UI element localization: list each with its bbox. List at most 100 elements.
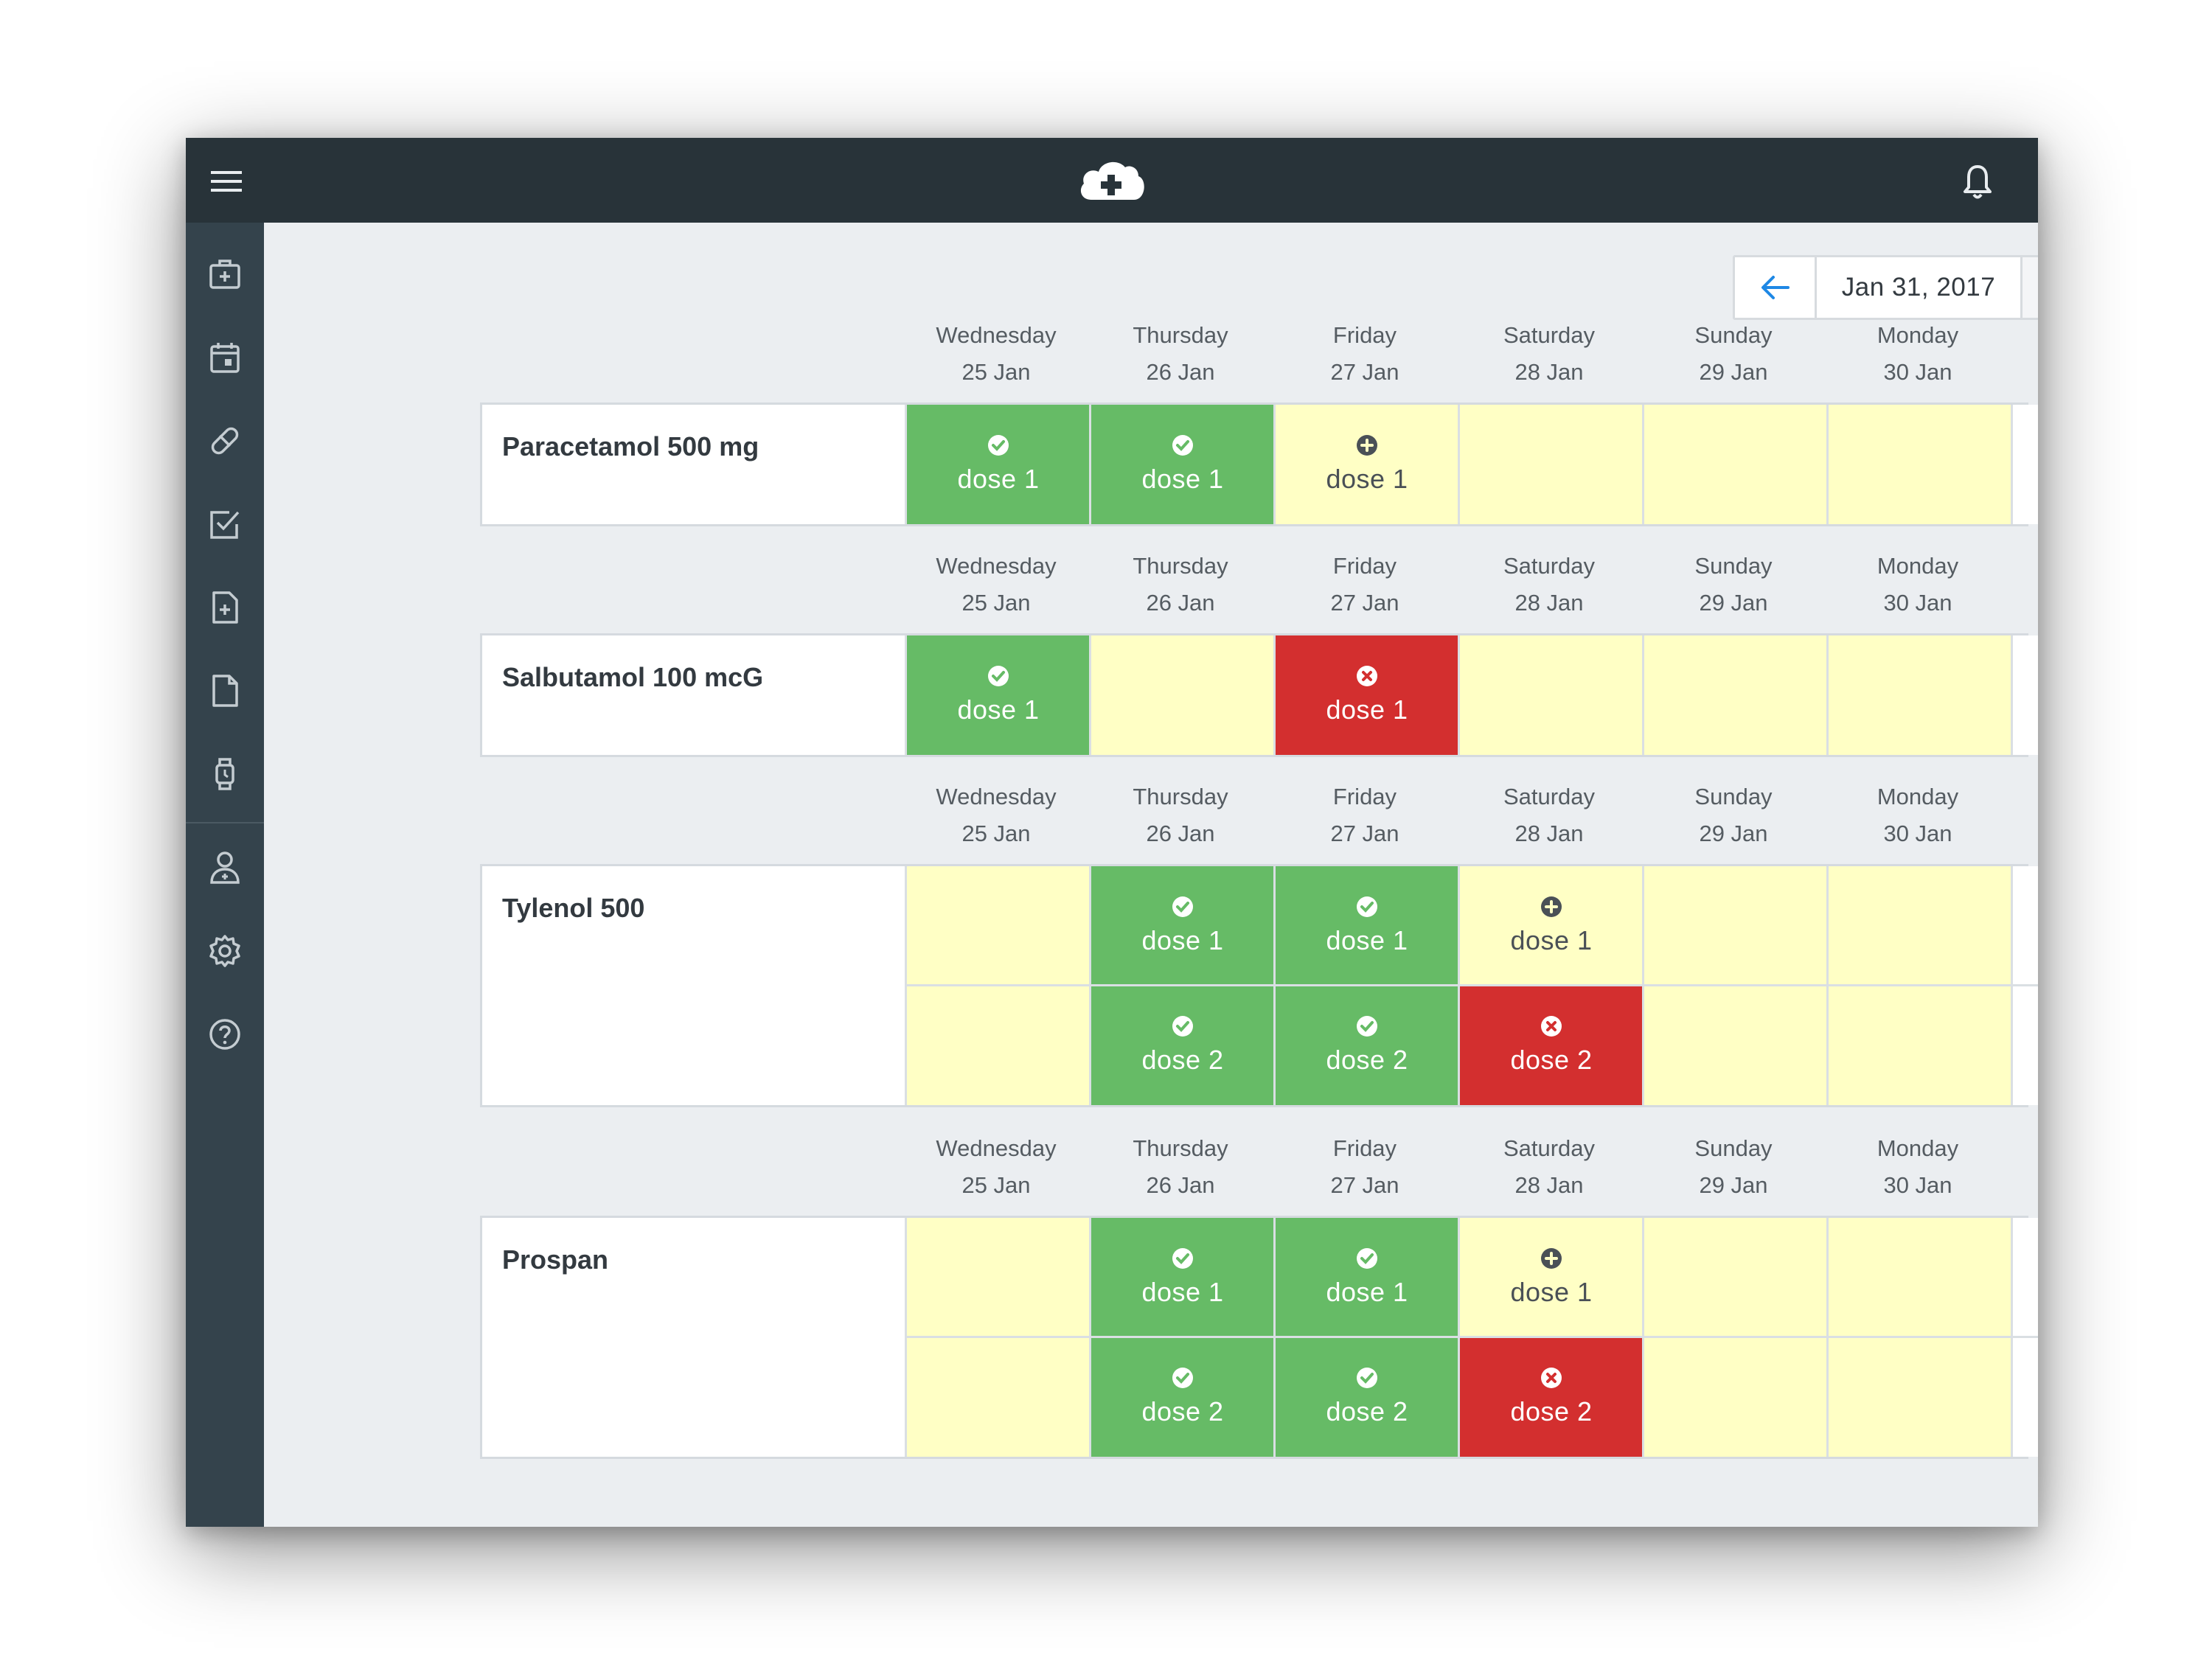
- day-date: 31 Jan: [2010, 354, 2038, 391]
- medication-row: Prospan dose 1 dose 1 dose 1 dose 2 dose 2 dos…: [480, 1216, 2038, 1459]
- dose-cell-taken[interactable]: dose 1: [906, 405, 1091, 524]
- x-circle-icon: [1357, 666, 1377, 686]
- dose-cell-taken[interactable]: dose 1: [906, 635, 1091, 755]
- smartwatch-icon: [215, 758, 234, 790]
- day-weekday: Sunday: [1694, 322, 1773, 348]
- day-weekday: Monday: [1877, 322, 1959, 348]
- hamburger-menu-icon[interactable]: [206, 161, 246, 201]
- dose-cell-empty: [906, 1337, 1091, 1457]
- day-weekday: Friday: [1332, 784, 1397, 809]
- day-weekday: Saturday: [1503, 1135, 1596, 1161]
- sidebar-item-medical-kit[interactable]: [186, 237, 264, 311]
- dose-cell-missed[interactable]: dose 1: [1275, 635, 1459, 755]
- cloud-plus-logo-icon[interactable]: [1075, 154, 1149, 206]
- day-weekday: Tuesday: [2010, 1130, 2038, 1167]
- day-header: Sunday 29 Jan: [1641, 317, 1826, 391]
- day-headers: Wednesday 25 Jan Thursday 26 Jan Friday 27 Ja…: [264, 317, 2038, 403]
- day-header: Monday 30 Jan: [1826, 779, 2010, 852]
- next-date-button[interactable]: [2020, 257, 2038, 318]
- dose-cell-taken[interactable]: dose 2: [1275, 1337, 1459, 1457]
- arrow-left-icon: [1761, 276, 1790, 299]
- dose-cell-empty: [2012, 1218, 2038, 1337]
- pill-icon: [211, 427, 239, 455]
- dose-cell-taken[interactable]: dose 1: [1091, 405, 1275, 524]
- medication-row: Paracetamol 500 mg dose 1 dose 1 dose 1: [480, 403, 2038, 526]
- dose-cell-pending[interactable]: dose 1: [1459, 866, 1644, 986]
- day-header: Tuesday31 Jan: [2010, 779, 2038, 852]
- day-weekday: Thursday: [1133, 553, 1228, 579]
- sidebar-item-calendar[interactable]: [186, 321, 264, 394]
- sidebar-item-documents[interactable]: [186, 654, 264, 728]
- check-circle-icon: [1357, 1016, 1377, 1037]
- day-header: Tuesday31 Jan: [2010, 548, 2038, 621]
- day-headers: Wednesday 25 Jan Thursday 26 Jan Friday 27 Ja…: [264, 548, 2038, 633]
- grid-divider: [905, 405, 907, 524]
- grid-divider: [906, 984, 2038, 986]
- dose-cell-empty: [1459, 405, 1644, 524]
- day-date: 27 Jan: [1330, 359, 1399, 385]
- dose-cell-missed[interactable]: dose 2: [1459, 1337, 1644, 1457]
- medical-kit-icon: [209, 260, 240, 289]
- day-weekday: Tuesday: [2010, 317, 2038, 354]
- check-circle-icon: [1172, 1368, 1193, 1388]
- dose-cell-empty: [906, 986, 1091, 1105]
- plus-circle-icon: [1541, 1248, 1562, 1269]
- sidebar-item-help[interactable]: [186, 997, 264, 1071]
- day-date: 31 Jan: [2010, 815, 2038, 852]
- day-date: 29 Jan: [1699, 359, 1768, 385]
- dose-cell-pending[interactable]: dose 1: [1459, 1218, 1644, 1337]
- day-weekday: Tuesday: [2010, 548, 2038, 585]
- day-header: Wednesday 25 Jan: [904, 1130, 1088, 1204]
- dose-cell-empty: [1459, 635, 1644, 755]
- day-header: Wednesday 25 Jan: [904, 548, 1088, 621]
- day-header: Sunday 29 Jan: [1641, 548, 1826, 621]
- dose-cell-taken[interactable]: dose 2: [1091, 1337, 1275, 1457]
- dose-cell-taken[interactable]: dose 1: [1275, 866, 1459, 986]
- dose-label: dose 1: [1141, 1277, 1224, 1307]
- dose-cell-empty: [906, 1218, 1091, 1337]
- check-circle-icon: [988, 435, 1009, 456]
- dose-cell-empty: [906, 866, 1091, 986]
- day-header: Tuesday31 Jan: [2010, 317, 2038, 391]
- day-weekday: Wednesday: [936, 322, 1057, 348]
- check-circle-icon: [1172, 435, 1193, 456]
- dose-label: dose 1: [957, 694, 1040, 725]
- dose-cell-taken[interactable]: dose 1: [1275, 1218, 1459, 1337]
- day-weekday: Wednesday: [936, 784, 1057, 809]
- day-weekday: Saturday: [1503, 553, 1596, 579]
- day-weekday: Saturday: [1503, 784, 1596, 809]
- dose-cell-taken[interactable]: dose 1: [1091, 866, 1275, 986]
- dose-cell-empty: [1828, 635, 2012, 755]
- dose-cell-pending[interactable]: dose 1: [1275, 405, 1459, 524]
- day-header: Saturday 28 Jan: [1457, 317, 1641, 391]
- dose-cell-taken[interactable]: dose 2: [1275, 986, 1459, 1105]
- dose-label: dose 1: [1326, 925, 1408, 955]
- day-weekday: Wednesday: [936, 553, 1057, 579]
- bell-icon[interactable]: [1955, 160, 2000, 204]
- dose-cell-empty: [1828, 405, 2012, 524]
- sidebar-item-pill[interactable]: [186, 404, 264, 478]
- sidebar-item-patient[interactable]: [186, 831, 264, 905]
- day-date: 27 Jan: [1330, 1172, 1399, 1198]
- day-weekday: Monday: [1877, 1135, 1959, 1161]
- day-header: Saturday 28 Jan: [1457, 1130, 1641, 1204]
- sidebar-item-settings[interactable]: [186, 914, 264, 988]
- dose-cell-empty: [2012, 405, 2038, 524]
- day-header: Monday 30 Jan: [1826, 548, 2010, 621]
- dose-cell-taken[interactable]: dose 1: [1091, 1218, 1275, 1337]
- day-date: 30 Jan: [1883, 590, 1952, 616]
- help-icon: [209, 1019, 240, 1050]
- sidebar-item-tasks[interactable]: [186, 487, 264, 561]
- day-date: 29 Jan: [1699, 1172, 1768, 1198]
- dose-label: dose 2: [1326, 1045, 1408, 1075]
- dose-cell-missed[interactable]: dose 2: [1459, 986, 1644, 1105]
- dose-cell-empty: [1644, 635, 1828, 755]
- grid-divider: [2011, 405, 2013, 524]
- sidebar-item-devices[interactable]: [186, 737, 264, 811]
- previous-date-button[interactable]: [1735, 257, 1817, 318]
- dose-cell-taken[interactable]: dose 2: [1091, 986, 1275, 1105]
- dose-cell-empty: [2012, 866, 2038, 986]
- medication-row: Tylenol 500 dose 1 dose 1 dose 1 dose 2 dose …: [480, 864, 2038, 1107]
- sidebar-item-medical-records[interactable]: [186, 571, 264, 644]
- dose-cell-empty: [1828, 1218, 2012, 1337]
